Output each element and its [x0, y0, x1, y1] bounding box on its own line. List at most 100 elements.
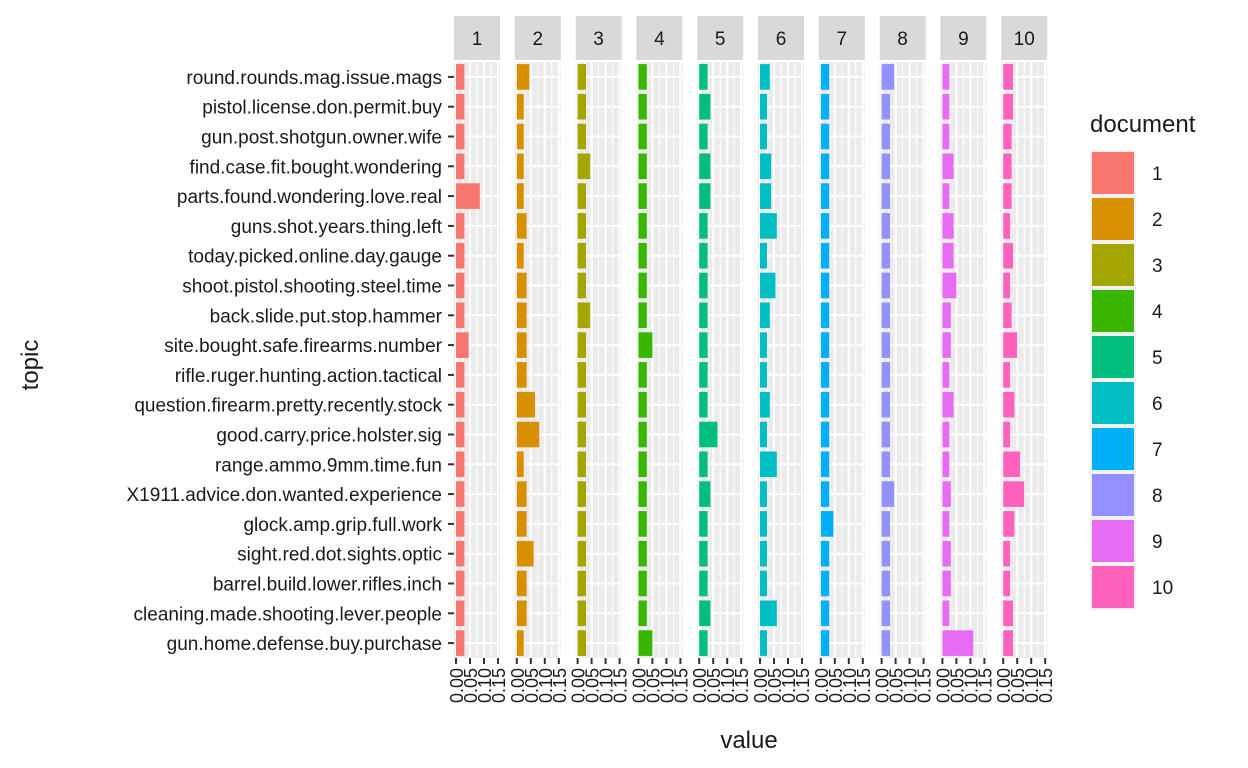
facet-panel-1: 1 [454, 16, 500, 658]
bar-doc2-topic11 [516, 362, 527, 388]
bar-doc2-topic19 [516, 600, 527, 627]
bar-doc10-topic19 [1003, 600, 1013, 627]
bar-doc4-topic19 [638, 600, 647, 627]
topic-label: round.rounds.mag.issue.mags [186, 68, 442, 89]
bar-doc2-topic17 [516, 540, 534, 567]
facet-strip [818, 16, 865, 60]
bar-doc4-topic4 [638, 153, 647, 180]
bar-doc10-topic2 [1003, 93, 1013, 120]
topic-label: sight.red.dot.sights.optic [237, 545, 442, 566]
topic-label: shoot.pistol.shooting.steel.time [182, 277, 442, 298]
topic-label: find.case.fit.bought.wondering [190, 157, 442, 178]
bar-doc10-topic7 [1003, 242, 1013, 269]
x-tick-label: 0.10 [536, 668, 556, 703]
bar-doc10-topic14 [1003, 451, 1020, 478]
bar-doc3-topic4 [577, 153, 591, 180]
x-tick-label: 0.10 [961, 668, 981, 703]
bar-doc4-topic1 [638, 64, 647, 90]
facet-strip-label: 7 [837, 29, 848, 50]
bar-doc9-topic1 [942, 64, 950, 90]
bar-doc9-topic13 [942, 421, 950, 448]
bar-doc10-topic11 [1003, 362, 1011, 388]
bar-doc9-topic11 [942, 362, 950, 388]
x-tick-label: 0.15 [1036, 668, 1056, 703]
bar-doc5-topic19 [699, 600, 711, 627]
facet-strip [454, 16, 500, 60]
bar-doc8-topic9 [881, 302, 890, 329]
bar-doc1-topic14 [456, 451, 465, 478]
bar-doc9-topic2 [942, 93, 950, 120]
bar-doc3-topic12 [577, 391, 586, 418]
legend-label-1: 1 [1152, 164, 1163, 185]
bar-doc3-topic8 [577, 272, 586, 299]
topic-label: parts.found.wondering.love.real [177, 187, 442, 208]
bar-doc4-topic15 [638, 481, 647, 507]
topic-label: site.bought.safe.firearms.number [164, 336, 442, 357]
x-tick-label: 0.10 [779, 668, 799, 703]
bar-doc8-topic2 [881, 93, 890, 120]
x-tick-label: 0.15 [793, 668, 813, 703]
y-axis-title: topic [17, 340, 44, 391]
bar-doc3-topic16 [577, 511, 586, 537]
facet-panel-4: 4 [636, 16, 683, 658]
bar-doc3-topic6 [577, 213, 586, 239]
legend-label-2: 2 [1152, 210, 1163, 231]
x-tick-label: 0.05 [522, 668, 542, 703]
bar-doc3-topic1 [577, 64, 586, 90]
x-tick-label: 0.00 [933, 668, 953, 703]
bar-doc5-topic7 [699, 242, 708, 269]
bar-doc8-topic17 [881, 540, 890, 567]
legend-swatch-7 [1092, 428, 1134, 470]
bar-doc1-topic18 [456, 570, 465, 597]
bar-doc9-topic4 [942, 153, 954, 180]
bar-doc4-topic9 [638, 302, 647, 329]
x-tick-label: 0.00 [508, 668, 528, 703]
bar-doc9-topic18 [942, 570, 951, 597]
bar-doc6-topic19 [760, 600, 777, 627]
bar-doc2-topic16 [516, 511, 527, 537]
bar-doc5-topic13 [699, 421, 718, 448]
topic-label: barrel.build.lower.rifles.inch [213, 575, 442, 596]
bar-doc1-topic15 [456, 481, 465, 507]
facet-strip-label: 2 [533, 29, 544, 50]
facet-panel-8: 8 [879, 16, 926, 658]
bar-doc2-topic9 [516, 302, 527, 329]
bar-doc2-topic5 [516, 183, 524, 209]
bar-doc6-topic7 [760, 242, 767, 269]
bar-doc1-topic13 [456, 421, 465, 448]
bar-doc7-topic4 [820, 153, 830, 180]
facet-strip-label: 10 [1014, 29, 1035, 50]
bar-doc6-topic1 [760, 64, 770, 90]
bar-doc9-topic12 [942, 391, 954, 418]
legend-label-7: 7 [1152, 440, 1163, 461]
bar-doc1-topic20 [456, 630, 465, 656]
bar-doc10-topic3 [1003, 123, 1012, 150]
bar-doc9-topic7 [942, 242, 954, 269]
bar-doc7-topic5 [820, 183, 830, 209]
x-tick-label: 0.05 [887, 668, 907, 703]
facet-panel-2: 2 [514, 16, 561, 658]
bar-doc4-topic2 [638, 93, 647, 120]
bar-doc1-topic1 [456, 64, 465, 90]
x-tick-label: 0.00 [569, 668, 589, 703]
bar-doc6-topic16 [760, 511, 767, 537]
bar-doc7-topic20 [820, 630, 830, 656]
legend-label-10: 10 [1152, 578, 1173, 599]
facet-strip-label: 4 [654, 29, 665, 50]
topic-label: question.firearm.pretty.recently.stock [134, 396, 442, 417]
bar-doc8-topic18 [881, 570, 890, 597]
bar-doc5-topic12 [699, 391, 708, 418]
facet-strip-label: 6 [776, 29, 787, 50]
bar-doc8-topic10 [881, 332, 890, 358]
legend: document 1 2 3 4 5 6 7 8 9 10 [1090, 111, 1196, 610]
x-tick-label: 0.00 [873, 668, 893, 703]
bar-doc7-topic1 [820, 64, 830, 90]
bar-doc7-topic13 [820, 421, 830, 448]
bar-doc2-topic8 [516, 272, 527, 299]
bar-doc5-topic6 [699, 213, 708, 239]
bar-doc9-topic17 [942, 540, 951, 567]
x-axis: 0.000.050.100.150.000.050.100.150.000.05… [447, 658, 1056, 703]
bar-doc1-topic5 [456, 183, 480, 209]
bar-doc3-topic14 [577, 451, 586, 478]
topic-label: good.carry.price.holster.sig [216, 426, 442, 447]
